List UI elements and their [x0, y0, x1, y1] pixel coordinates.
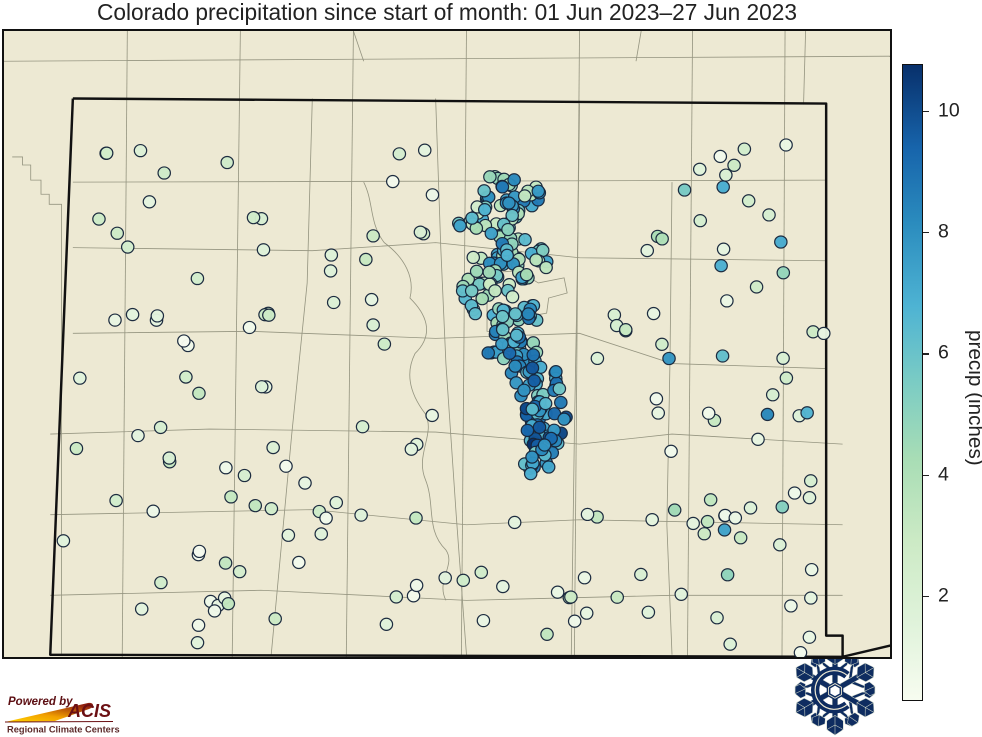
- svg-text:Powered by: Powered by: [8, 696, 73, 708]
- svg-text:ACIS: ACIS: [67, 701, 111, 721]
- svg-text:Regional Climate Centers: Regional Climate Centers: [7, 725, 120, 735]
